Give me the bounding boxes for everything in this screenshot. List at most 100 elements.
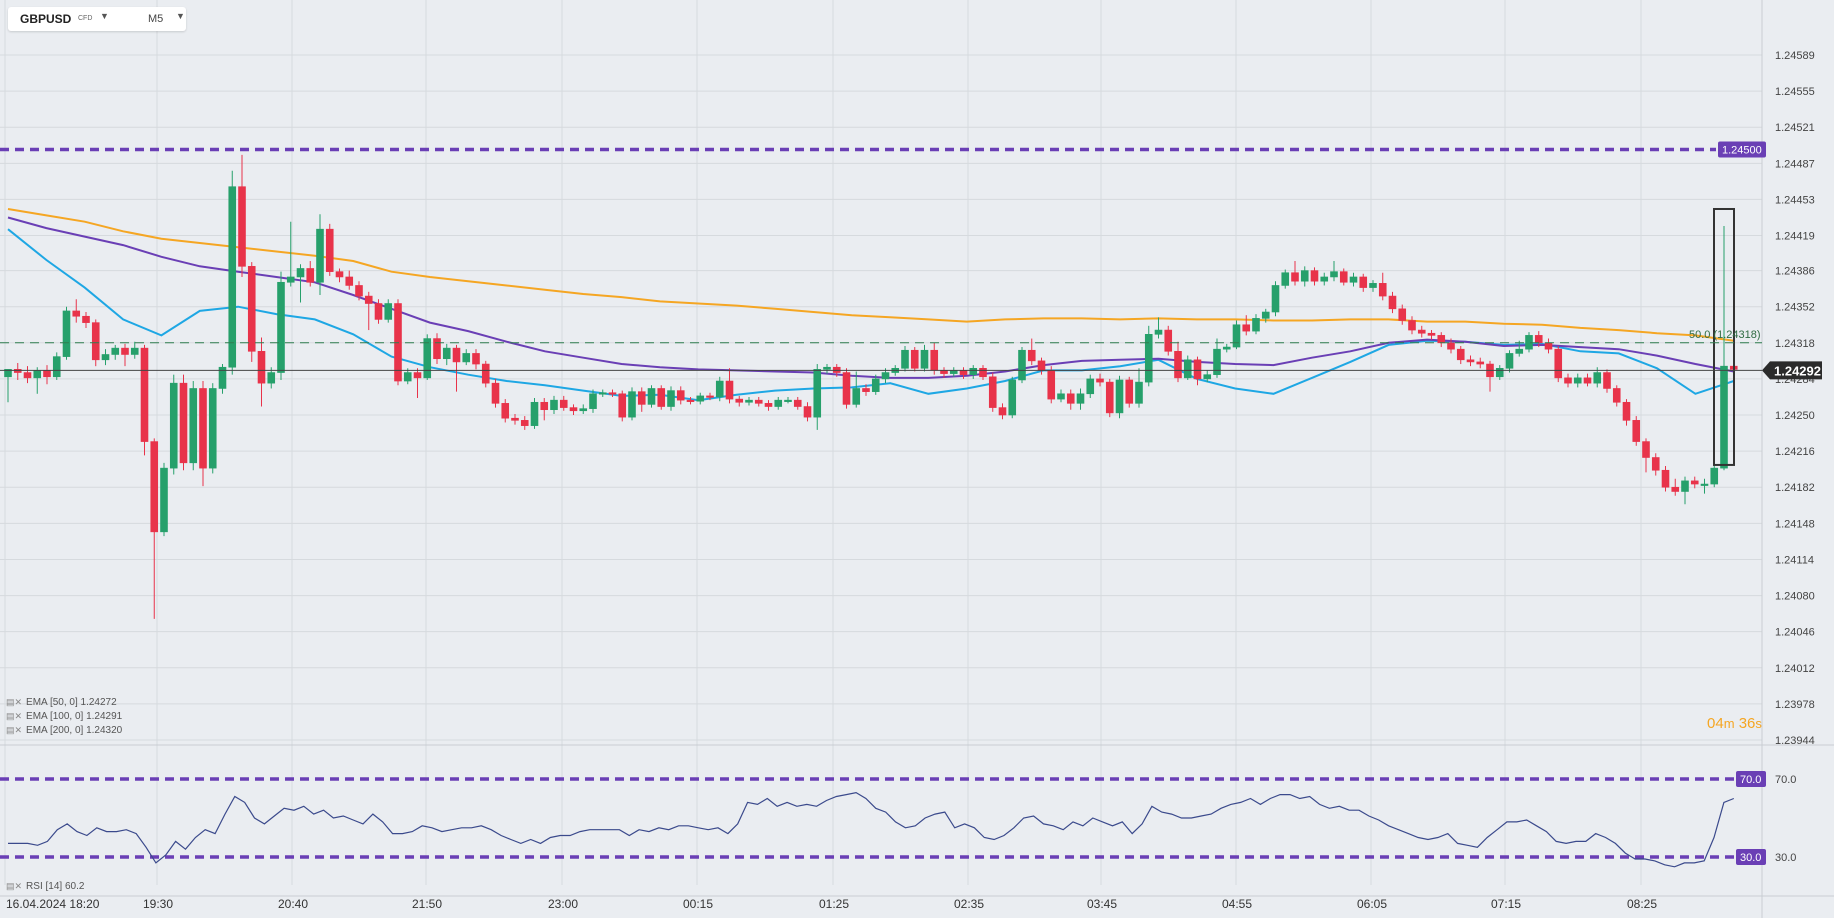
- candle-body: [530, 401, 539, 426]
- rsi-axis-label: 30.0: [1775, 852, 1796, 864]
- candle-body: [1710, 467, 1719, 485]
- candle-body: [13, 369, 22, 373]
- candle-body: [1086, 378, 1095, 395]
- rsi-level-tag-label: 70.0: [1740, 774, 1761, 786]
- candle-body: [257, 351, 266, 384]
- candle-body: [335, 271, 344, 278]
- candle-body: [1700, 483, 1709, 486]
- candle-body: [306, 268, 315, 283]
- symbol-selector[interactable]: GBPUSD CFD ▼ M5 ▼: [8, 7, 186, 31]
- candle-body: [1115, 379, 1124, 414]
- candle-body: [33, 370, 42, 379]
- candle-body: [1330, 271, 1338, 278]
- candle-body: [1690, 480, 1699, 485]
- candle-body: [1261, 311, 1270, 319]
- candle-body: [1359, 276, 1368, 288]
- x-tick-label: 23:00: [548, 897, 578, 911]
- candle-body: [1144, 334, 1153, 383]
- candle-body: [988, 376, 997, 408]
- candle-body: [403, 372, 412, 382]
- candle-body: [1505, 353, 1514, 369]
- symbol-name[interactable]: GBPUSD: [20, 12, 72, 26]
- candle-body: [1681, 480, 1689, 492]
- candle-body: [1125, 379, 1134, 404]
- y-tick-label: 1.23978: [1775, 699, 1815, 711]
- candle-body: [1193, 359, 1202, 380]
- candle-body: [1661, 469, 1670, 488]
- candle-body: [618, 393, 627, 418]
- candle-body: [72, 310, 81, 317]
- candle-body: [754, 399, 763, 404]
- candle-body: [472, 353, 480, 365]
- x-tick-label: 00:15: [683, 897, 713, 911]
- candle-body: [910, 349, 919, 369]
- ema100-legend[interactable]: ▤✕ EMA [100, 0] 1.24291: [6, 711, 123, 722]
- candle-body: [1242, 324, 1251, 332]
- x-tick-label: 08:25: [1627, 897, 1657, 911]
- candle-body: [1310, 270, 1319, 282]
- candle-body: [784, 399, 792, 402]
- chevron-down-icon[interactable]: ▼: [176, 11, 185, 21]
- candle-body: [267, 372, 276, 384]
- candle-body: [793, 399, 802, 407]
- candle-body: [1671, 486, 1680, 492]
- candle-countdown: 04m 36s: [1707, 715, 1762, 732]
- settings-close-icon[interactable]: ▤✕: [6, 697, 23, 707]
- candle-body: [1515, 348, 1524, 354]
- candle-body: [1252, 318, 1260, 332]
- candle-body: [1622, 401, 1631, 421]
- ema50-legend[interactable]: ▤✕ EMA [50, 0] 1.24272: [6, 697, 117, 708]
- candle-body: [803, 406, 812, 418]
- candle-body: [823, 366, 831, 370]
- y-tick-label: 1.24487: [1775, 158, 1815, 170]
- timeframe-selector[interactable]: M5: [148, 13, 164, 25]
- x-tick-label: 01:25: [819, 897, 849, 911]
- settings-close-icon[interactable]: ▤✕: [6, 711, 23, 721]
- candle-body: [121, 347, 129, 355]
- candle-body: [1291, 272, 1299, 282]
- candle-body: [979, 367, 987, 378]
- candle-body: [345, 276, 354, 286]
- rsi-legend[interactable]: ▤✕ RSI [14] 60.2: [6, 881, 85, 892]
- candle-body: [452, 347, 461, 363]
- candle-body: [1057, 393, 1065, 400]
- candle-body: [374, 303, 383, 320]
- candle-body: [1417, 329, 1426, 334]
- candle-body: [764, 403, 773, 407]
- candle-body: [1008, 379, 1017, 416]
- candle-body: [1369, 283, 1377, 288]
- candle-body: [774, 399, 783, 407]
- candle-body: [589, 393, 597, 409]
- candle-body: [1027, 349, 1036, 362]
- ema-line-2: [7, 208, 1734, 342]
- settings-close-icon[interactable]: ▤✕: [6, 725, 23, 735]
- y-tick-label: 1.24453: [1775, 194, 1815, 206]
- settings-close-icon[interactable]: ▤✕: [6, 881, 23, 891]
- candle-body: [1447, 342, 1455, 350]
- x-tick-label: 16.04.2024 18:20: [6, 897, 100, 911]
- rsi-line: [8, 791, 1735, 868]
- candle-body: [160, 467, 168, 533]
- candle-body: [1398, 308, 1407, 321]
- ema200-legend[interactable]: ▤✕ EMA [200, 0] 1.24320: [6, 725, 123, 736]
- candle-body: [686, 399, 695, 402]
- candle-body: [1339, 271, 1348, 283]
- candle-body: [1076, 393, 1085, 404]
- candle-body: [511, 417, 519, 421]
- ema-line-0: [7, 228, 1735, 402]
- ema-line-1: [7, 216, 1734, 379]
- candle-body: [1037, 360, 1046, 371]
- candle-body: [1564, 377, 1572, 384]
- candle-body: [247, 266, 256, 352]
- candle-body: [647, 388, 656, 405]
- candle-body: [832, 366, 841, 373]
- candle-body: [1651, 457, 1660, 471]
- candle-body: [277, 281, 285, 373]
- candle-body: [169, 382, 178, 469]
- candle-body: [423, 338, 432, 379]
- candle-body: [1593, 372, 1602, 384]
- x-tick-label: 03:45: [1087, 897, 1117, 911]
- chevron-down-icon[interactable]: ▼: [100, 11, 109, 21]
